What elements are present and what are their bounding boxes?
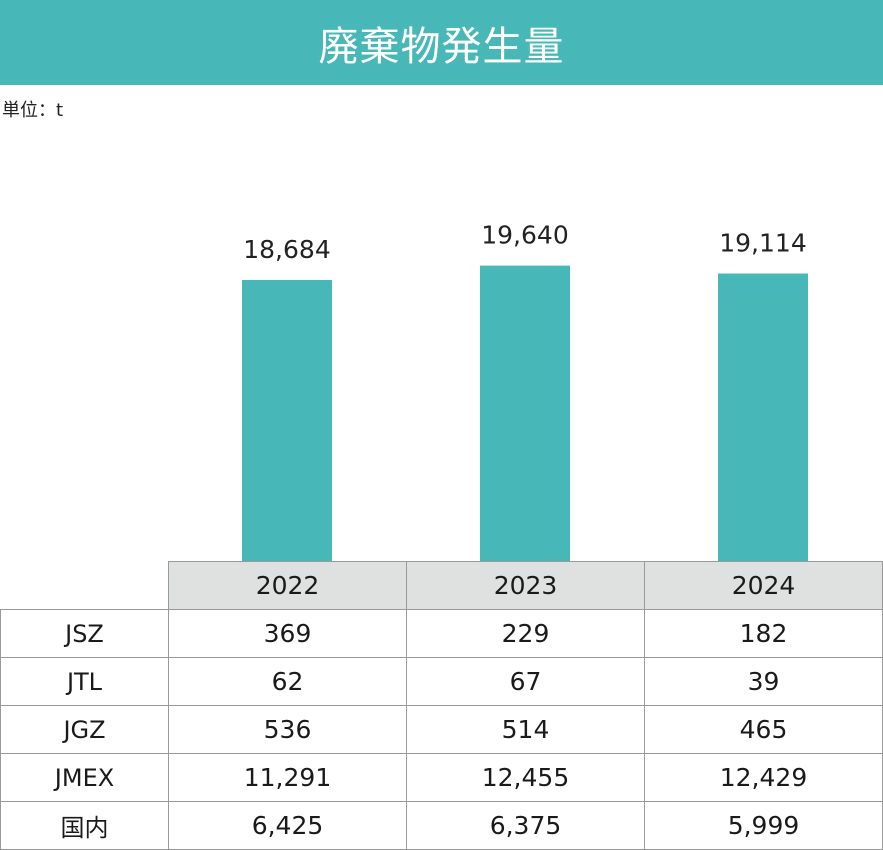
table-cell: 536 [168, 705, 407, 754]
bar-chart: 18,684 19,640 19,114 [242, 221, 808, 561]
table-row: JMEX 11,291 12,455 12,429 [0, 753, 883, 802]
unit-label: 単位：t [2, 100, 64, 121]
table-cell: 12,429 [644, 753, 883, 802]
table-cell: 12,455 [406, 753, 645, 802]
table-row: JTL 62 67 39 [0, 657, 883, 706]
data-table: 2022 2023 2024 JSZ 369 229 182 JTL 62 67… [0, 561, 883, 850]
year-header: 2022 [168, 561, 407, 610]
table-corner [0, 561, 169, 610]
bar-2024 [718, 273, 808, 561]
table-cell: 62 [168, 657, 407, 706]
bar-2022 [242, 280, 332, 561]
table-cell: 11,291 [168, 753, 407, 802]
bar-value-label: 19,114 [719, 229, 806, 258]
table-cell: 369 [168, 609, 407, 658]
row-label: 国内 [0, 801, 169, 850]
table-cell: 6,425 [168, 801, 407, 850]
bar-value-label: 18,684 [243, 235, 330, 264]
table-cell: 5,999 [644, 801, 883, 850]
title-banner: 廃棄物発生量 [0, 0, 883, 85]
table-cell: 6,375 [406, 801, 645, 850]
year-header: 2024 [644, 561, 883, 610]
table-header-row: 2022 2023 2024 [0, 561, 883, 610]
row-label: JGZ [0, 705, 169, 754]
table-cell: 182 [644, 609, 883, 658]
table-cell: 67 [406, 657, 645, 706]
bar-value-label: 19,640 [481, 221, 568, 250]
table-row: 国内 6,425 6,375 5,999 [0, 801, 883, 850]
row-label: JSZ [0, 609, 169, 658]
row-label: JTL [0, 657, 169, 706]
bar-2023 [480, 265, 570, 561]
row-label: JMEX [0, 753, 169, 802]
table-cell: 39 [644, 657, 883, 706]
table-cell: 229 [406, 609, 645, 658]
chart-title: 廃棄物発生量 [318, 23, 565, 70]
table-row: JSZ 369 229 182 [0, 609, 883, 658]
table-cell: 514 [406, 705, 645, 754]
table-row: JGZ 536 514 465 [0, 705, 883, 754]
table-cell: 465 [644, 705, 883, 754]
year-header: 2023 [406, 561, 645, 610]
